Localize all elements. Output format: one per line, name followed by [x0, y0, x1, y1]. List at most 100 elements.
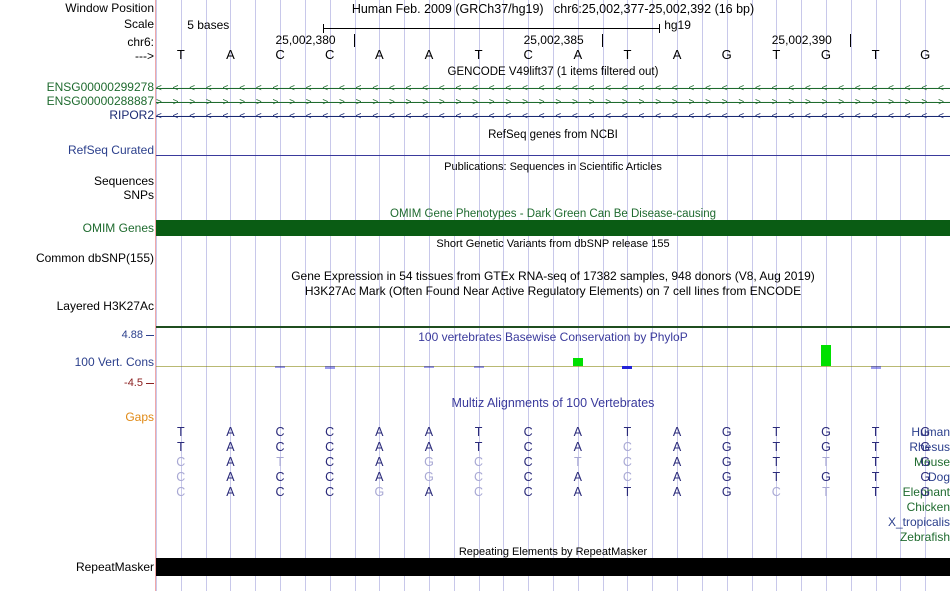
- assembly-position-title: Human Feb. 2009 (GRCh37/hg19) chr6:25,00…: [156, 2, 950, 16]
- gtex-track-title: Gene Expression in 54 tissues from GTEx …: [291, 269, 815, 283]
- common-dbsnp-label[interactable]: Common dbSNP(155): [35, 251, 154, 265]
- multiz-base: G: [821, 425, 831, 439]
- ruler-base: C: [324, 47, 335, 62]
- multiz-base: A: [573, 470, 582, 484]
- multiz-base: A: [375, 470, 384, 484]
- repeatmasker-bar[interactable]: [156, 558, 950, 576]
- scale-value: 5 bases: [187, 18, 230, 32]
- gene-baseline: [156, 88, 950, 89]
- multiz-base: C: [275, 425, 285, 439]
- multiz-base: G: [721, 440, 732, 454]
- multiz-base: T: [772, 470, 781, 484]
- refseq-track-title: RefSeq genes from NCBI: [488, 129, 618, 141]
- multiz-base: G: [424, 455, 434, 469]
- multiz-base: G: [374, 485, 385, 499]
- gene-baseline: [156, 102, 950, 103]
- conservation-bar-negative: [622, 366, 633, 369]
- conservation-bar-positive: [572, 358, 583, 366]
- multiz-base: C: [474, 455, 484, 469]
- multiz-base: A: [573, 485, 582, 499]
- ruler-base: C: [275, 47, 285, 62]
- omim-genes-bar[interactable]: [156, 220, 950, 236]
- position-range: chr6:25,002,377-25,002,392 (16 bp): [554, 2, 755, 16]
- multiz-base: G: [721, 485, 732, 499]
- multiz-base: G: [920, 440, 931, 454]
- sequences-label[interactable]: Sequences: [93, 174, 154, 188]
- conservation-bar-negative: [473, 366, 484, 368]
- ruler-base: A: [424, 47, 434, 62]
- gene-track-row[interactable]: <—<—<—<—<—<—<—<—<—<—<—<—<—<—<—<—<—<—<—<—…: [156, 82, 950, 95]
- layered-h3k27ac-label[interactable]: Layered H3K27Ac: [56, 299, 154, 313]
- ruler-base: A: [672, 47, 682, 62]
- h3k27ac-baseline: [156, 326, 950, 328]
- gene-label-ENSG00000288887[interactable]: ENSG00000288887: [46, 94, 154, 108]
- gencode-track-title: GENCODE V49lift37 (1 items filtered out): [447, 66, 659, 78]
- refseq-curated-label[interactable]: RefSeq Curated: [67, 143, 154, 157]
- species-label-x_tropicalis[interactable]: X_tropicalis: [887, 515, 950, 529]
- multiz-base: C: [523, 455, 533, 469]
- gene-track-row[interactable]: >—>—>—>—>—>—>—>—>—>—>—>—>—>—>—>—>—>—>—>—…: [156, 96, 950, 109]
- multiz-base: C: [325, 440, 335, 454]
- window-left-boundary: [155, 0, 156, 591]
- multiz-base: C: [325, 425, 335, 439]
- multiz-base: G: [920, 485, 931, 499]
- multiz-base: G: [721, 425, 732, 439]
- multiz-base: T: [176, 425, 185, 439]
- multiz-base: C: [771, 485, 781, 499]
- ruler-base: C: [523, 47, 533, 62]
- omim-genes-label[interactable]: OMIM Genes: [82, 221, 154, 235]
- ruler-base: T: [176, 47, 185, 62]
- ruler-base: T: [623, 47, 632, 62]
- species-label-mouse[interactable]: Mouse: [913, 455, 950, 469]
- repeatmasker-track-title: Repeating Elements by RepeatMasker: [458, 546, 648, 558]
- gene-track-row[interactable]: <—<—<—<—<—<—<—<—<—<—<—<—<—<—<—<—<—<—<—<—…: [156, 110, 950, 123]
- multiz-base: T: [474, 425, 483, 439]
- ruler-tick-mark: [849, 34, 851, 47]
- conservation-bar-negative: [870, 366, 881, 369]
- omim-track-title: OMIM Gene Phenotypes - Dark Green Can Be…: [390, 208, 716, 220]
- ruler-base: T: [772, 47, 781, 62]
- cons-track-label[interactable]: 100 Vert. Cons: [74, 355, 154, 369]
- multiz-base: A: [672, 440, 682, 454]
- multiz-base: G: [821, 470, 831, 484]
- repeatmasker-label[interactable]: RepeatMasker: [75, 560, 154, 574]
- multiz-base: T: [276, 455, 284, 469]
- multiz-base: G: [920, 455, 931, 469]
- species-label-zebrafish[interactable]: Zebrafish: [899, 530, 950, 544]
- conservation-plot[interactable]: [156, 324, 950, 390]
- conservation-baseline: [156, 366, 950, 367]
- species-label-dog[interactable]: Dog: [927, 470, 950, 484]
- gaps-label[interactable]: Gaps: [125, 410, 154, 424]
- gene-label-ENSG00000299278[interactable]: ENSG00000299278: [46, 80, 154, 94]
- multiz-base: T: [871, 485, 880, 499]
- species-label-chicken[interactable]: Chicken: [906, 500, 950, 514]
- ruler-tick-mark: [601, 34, 603, 47]
- ruler-tick-label: 25,002,380: [275, 33, 336, 47]
- gene-baseline: [156, 116, 950, 117]
- multiz-base: A: [226, 440, 235, 454]
- multiz-base: C: [275, 485, 285, 499]
- species-label-rhesus[interactable]: Rhesus: [909, 440, 950, 454]
- multiz-base: C: [523, 440, 533, 454]
- multiz-base: G: [721, 470, 732, 484]
- multiz-base: A: [672, 455, 682, 469]
- multiz-base: A: [672, 485, 682, 499]
- species-label-human[interactable]: Human: [911, 425, 950, 439]
- conservation-bar-positive: [820, 345, 831, 366]
- multiz-base: C: [523, 470, 533, 484]
- snps-label[interactable]: SNPs: [123, 188, 154, 202]
- multiz-base: T: [772, 425, 781, 439]
- multiz-base: A: [424, 440, 434, 454]
- multiz-base: C: [622, 470, 632, 484]
- multiz-base: C: [523, 485, 533, 499]
- ruler-base: A: [374, 47, 384, 62]
- gene-label-RIPOR2[interactable]: RIPOR2: [109, 108, 154, 122]
- gene-strand-arrows: <—<—<—<—<—<—<—<—<—<—<—<—<—<—<—<—<—<—<—<—…: [156, 83, 950, 94]
- multiz-base: T: [822, 485, 830, 499]
- ruler-tick-label: 25,002,390: [771, 33, 832, 47]
- gene-strand-arrows: >—>—>—>—>—>—>—>—>—>—>—>—>—>—>—>—>—>—>—>—…: [156, 97, 950, 108]
- coordinate-ruler[interactable]: 25,002,380 25,002,385 25,002,390 T A C C A A T C A T…: [156, 34, 950, 62]
- species-label-elephant[interactable]: Elephant: [902, 485, 950, 499]
- multiz-base: C: [275, 470, 285, 484]
